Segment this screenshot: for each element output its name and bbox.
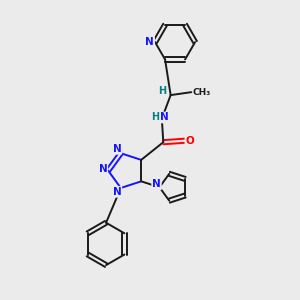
Text: N: N <box>98 164 107 174</box>
Text: N: N <box>152 179 161 189</box>
Text: N: N <box>112 187 122 197</box>
Text: H: H <box>158 86 166 96</box>
Text: CH₃: CH₃ <box>193 88 211 97</box>
Text: H: H <box>151 112 159 122</box>
Text: N: N <box>146 37 154 47</box>
Text: N: N <box>112 144 122 154</box>
Text: N: N <box>160 112 169 122</box>
Text: O: O <box>185 136 194 146</box>
